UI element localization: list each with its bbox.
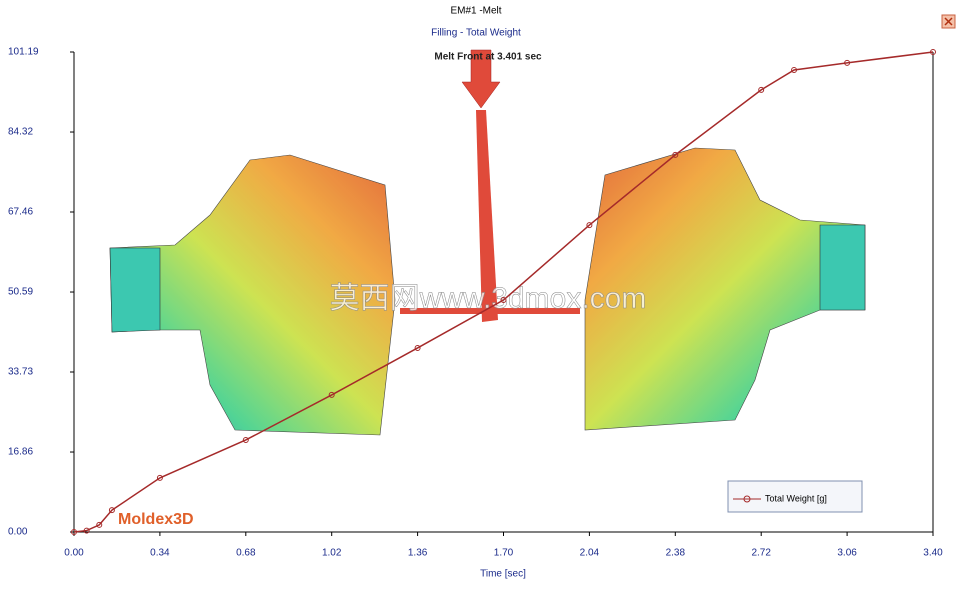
y-tick-label: 0.00 [8, 527, 28, 538]
x-tick-label: 2.38 [666, 548, 686, 559]
watermark: 莫西网www.3dmox.com [330, 282, 647, 315]
x-tick-label: 2.04 [580, 548, 600, 559]
data-point [96, 521, 103, 528]
data-point [672, 151, 679, 158]
chart-title: EM#1 -Melt [450, 6, 501, 17]
data-point [414, 344, 421, 351]
y-tick-label: 84.32 [8, 127, 33, 138]
x-tick-label: 1.70 [494, 548, 514, 559]
x-tick-label: 1.36 [408, 548, 428, 559]
x-tick-label: 3.06 [837, 548, 857, 559]
model-image [109, 49, 866, 436]
x-tick-label: 0.68 [236, 548, 256, 559]
data-point [791, 66, 798, 73]
data-point [83, 527, 90, 534]
data-point [844, 59, 851, 66]
data-point [930, 49, 936, 55]
legend: Total Weight [g] [727, 480, 863, 513]
legend-label: Total Weight [g] [765, 493, 827, 503]
x-tick-label: 1.02 [322, 548, 342, 559]
data-point [586, 222, 593, 229]
y-tick-label: 101.19 [8, 47, 39, 58]
data-point [108, 507, 115, 514]
data-point [71, 529, 77, 535]
x-tick-label: 2.72 [751, 548, 771, 559]
y-tick-label: 67.46 [8, 207, 33, 218]
series-line [73, 51, 934, 533]
legend-marker [743, 495, 751, 503]
x-axis-label: Time [sec] [480, 569, 526, 580]
y-tick-label: 33.73 [8, 367, 33, 378]
y-tick-label: 50.59 [8, 287, 33, 298]
x-tick-label: 3.40 [923, 548, 943, 559]
data-point [328, 391, 335, 398]
close-button[interactable] [941, 14, 956, 29]
logo: Moldex3D [118, 511, 194, 528]
data-point [758, 86, 765, 93]
x-tick-label: 0.00 [64, 548, 84, 559]
chart-subtitle: Filling - Total Weight [431, 28, 521, 39]
data-point [242, 436, 249, 443]
y-tick-label: 16.86 [8, 447, 33, 458]
legend-box [727, 480, 863, 513]
data-point [500, 297, 507, 304]
data-point [156, 474, 163, 481]
annotation: Melt Front at 3.401 sec [434, 52, 542, 63]
x-tick-label: 0.34 [150, 548, 170, 559]
